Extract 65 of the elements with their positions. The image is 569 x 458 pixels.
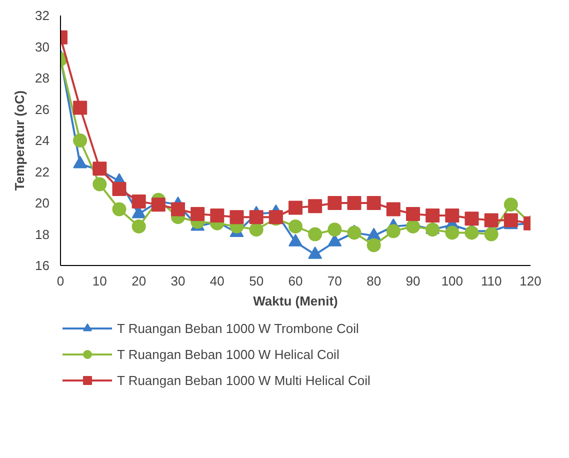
x-tick-label: 30 bbox=[170, 274, 186, 288]
x-tick-label: 100 bbox=[441, 274, 464, 288]
legend-label: T Ruangan Beban 1000 W Multi Helical Coil bbox=[117, 372, 370, 388]
point bbox=[445, 208, 460, 222]
x-tick-label: 120 bbox=[520, 274, 542, 288]
x-axis-title: Waktu (Menit) bbox=[253, 294, 338, 308]
point bbox=[171, 202, 185, 216]
y-tick-label: 26 bbox=[35, 102, 50, 117]
x-tick-label: 20 bbox=[132, 274, 146, 288]
x-tick-label: 70 bbox=[327, 274, 342, 288]
point bbox=[328, 196, 342, 210]
point bbox=[386, 224, 400, 238]
y-tick-label: 20 bbox=[35, 196, 50, 210]
point bbox=[406, 206, 420, 221]
x-tick-label: 50 bbox=[249, 274, 264, 288]
legend-label: T Ruangan Beban 1000 W Trombone Coil bbox=[117, 320, 359, 336]
point bbox=[210, 208, 224, 222]
point bbox=[190, 206, 205, 221]
point bbox=[112, 182, 126, 196]
point bbox=[112, 202, 126, 216]
y-tick-label: 24 bbox=[35, 133, 50, 148]
legend-label: T Ruangan Beban 1000 W Helical Coil bbox=[117, 346, 340, 362]
point bbox=[426, 208, 440, 222]
point bbox=[347, 196, 362, 210]
point bbox=[464, 212, 479, 226]
y-tick-label: 18 bbox=[35, 226, 50, 242]
point bbox=[73, 134, 88, 148]
point bbox=[504, 213, 518, 228]
point bbox=[366, 238, 381, 252]
point bbox=[366, 196, 381, 210]
point bbox=[92, 177, 107, 192]
point bbox=[151, 198, 166, 212]
x-tick-label: 40 bbox=[210, 274, 224, 288]
point bbox=[308, 227, 322, 242]
point bbox=[347, 226, 362, 240]
point bbox=[464, 226, 479, 240]
y-tick-label: 32 bbox=[35, 8, 50, 23]
y-tick-label: 28 bbox=[35, 70, 50, 86]
x-tick-label: 0 bbox=[56, 274, 64, 288]
point bbox=[445, 226, 460, 240]
point bbox=[73, 100, 88, 115]
point bbox=[230, 210, 244, 224]
y-tick-label: 30 bbox=[35, 39, 50, 54]
x-tick-label: 90 bbox=[406, 274, 420, 288]
point bbox=[426, 222, 440, 237]
x-tick-label: 10 bbox=[92, 274, 107, 288]
point bbox=[288, 200, 302, 215]
point bbox=[132, 194, 146, 208]
y-tick-label: 16 bbox=[35, 258, 50, 273]
point bbox=[484, 227, 498, 242]
point bbox=[249, 222, 264, 237]
point bbox=[308, 199, 322, 214]
x-tick-label: 80 bbox=[366, 274, 382, 288]
point bbox=[484, 213, 498, 228]
point bbox=[386, 202, 400, 216]
point bbox=[328, 222, 342, 237]
point bbox=[249, 210, 264, 224]
y-axis-title: Temperatur (oC) bbox=[12, 90, 28, 191]
y-tick-label: 22 bbox=[35, 164, 50, 180]
point bbox=[132, 219, 146, 234]
point bbox=[406, 219, 420, 234]
x-tick-label: 110 bbox=[480, 274, 502, 288]
point bbox=[288, 219, 302, 234]
x-tick-label: 60 bbox=[288, 274, 303, 288]
point bbox=[504, 198, 518, 212]
